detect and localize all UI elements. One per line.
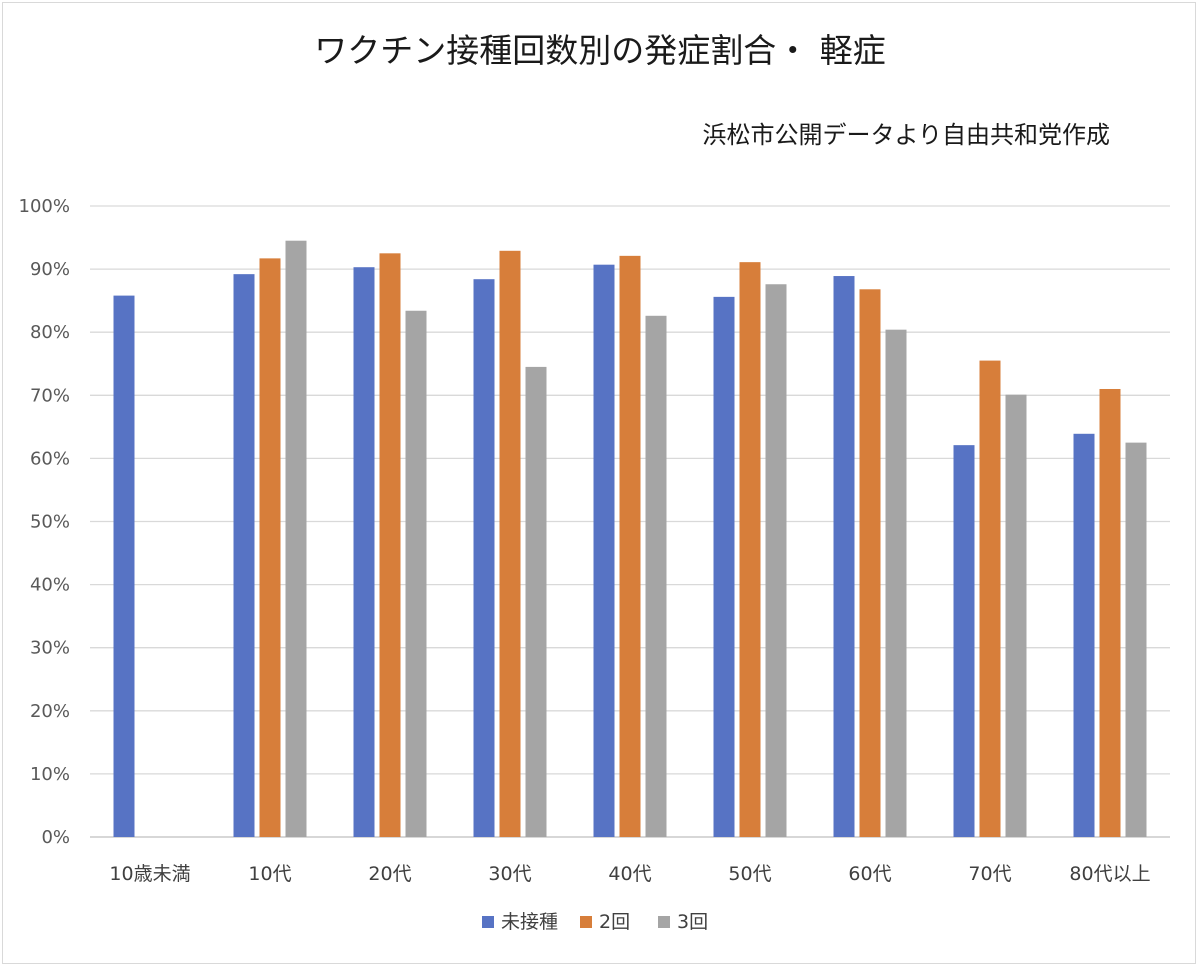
bar-未接種-50代 bbox=[713, 296, 735, 837]
x-tick-label: 40代 bbox=[608, 863, 651, 885]
y-tick-label: 100% bbox=[19, 196, 70, 217]
bar-2回-30代 bbox=[499, 250, 521, 837]
chart-title: ワクチン接種回数別の発症割合・ 軽症 bbox=[314, 31, 886, 70]
x-tick-label: 60代 bbox=[848, 863, 891, 885]
bar-未接種-40代 bbox=[593, 264, 615, 838]
bar-3回-40代 bbox=[645, 315, 667, 837]
bar-未接種-80代以上 bbox=[1073, 433, 1095, 837]
x-tick-label: 10歳未満 bbox=[109, 863, 190, 885]
bar-未接種-60代 bbox=[833, 276, 855, 837]
y-tick-label: 50% bbox=[30, 512, 70, 533]
bar-3回-50代 bbox=[765, 284, 787, 837]
y-axis: 0% 10% 20% 30% 40% 50% 60% 70% 80% 90% 100% bbox=[19, 196, 70, 848]
bar-3回-70代 bbox=[1005, 394, 1027, 837]
y-tick-label: 60% bbox=[30, 448, 70, 469]
bar-3回-60代 bbox=[885, 329, 907, 837]
bar-2回-40代 bbox=[619, 255, 641, 837]
y-tick-label: 40% bbox=[30, 575, 70, 596]
legend-label: 2回 bbox=[599, 911, 630, 933]
x-tick-label: 30代 bbox=[488, 863, 531, 885]
bar-未接種-10歳未満 bbox=[113, 295, 135, 837]
y-tick-label: 20% bbox=[30, 701, 70, 722]
y-tick-label: 30% bbox=[30, 638, 70, 659]
bar-未接種-20代 bbox=[353, 267, 375, 837]
x-tick-label: 70代 bbox=[968, 863, 1011, 885]
bar-未接種-10代 bbox=[233, 274, 255, 837]
bar-2回-80代以上 bbox=[1099, 388, 1121, 837]
x-tick-label: 80代以上 bbox=[1069, 863, 1150, 885]
bar-2回-20代 bbox=[379, 253, 401, 837]
legend-label: 3回 bbox=[677, 911, 708, 933]
bar-未接種-70代 bbox=[953, 445, 975, 837]
x-tick-label: 50代 bbox=[728, 863, 771, 885]
bar-3回-10代 bbox=[285, 240, 307, 837]
x-tick-label: 10代 bbox=[248, 863, 291, 885]
y-tick-label: 80% bbox=[30, 322, 70, 343]
bar-未接種-30代 bbox=[473, 279, 495, 837]
bar-2回-70代 bbox=[979, 360, 1001, 837]
legend-swatch bbox=[580, 916, 592, 928]
bar-3回-80代以上 bbox=[1125, 442, 1147, 837]
x-axis: 10歳未満 10代 20代 30代 40代 50代 60代 70代 80代以上 bbox=[109, 863, 1150, 885]
bars bbox=[113, 240, 1147, 838]
legend: 未接種 2回 3回 bbox=[482, 911, 708, 933]
bar-3回-20代 bbox=[405, 310, 427, 838]
bar-2回-60代 bbox=[859, 289, 881, 837]
y-tick-label: 0% bbox=[41, 827, 70, 848]
y-tick-label: 90% bbox=[30, 259, 70, 280]
x-tick-label: 20代 bbox=[368, 863, 411, 885]
y-tick-label: 70% bbox=[30, 385, 70, 406]
bar-3回-30代 bbox=[525, 366, 547, 837]
legend-swatch bbox=[658, 916, 670, 928]
y-tick-label: 10% bbox=[30, 764, 70, 785]
chart-subtitle: 浜松市公開データより自由共和党作成 bbox=[702, 121, 1110, 149]
legend-label: 未接種 bbox=[501, 911, 558, 933]
legend-swatch bbox=[482, 916, 494, 928]
bar-2回-50代 bbox=[739, 262, 761, 837]
bar-2回-10代 bbox=[259, 258, 281, 837]
